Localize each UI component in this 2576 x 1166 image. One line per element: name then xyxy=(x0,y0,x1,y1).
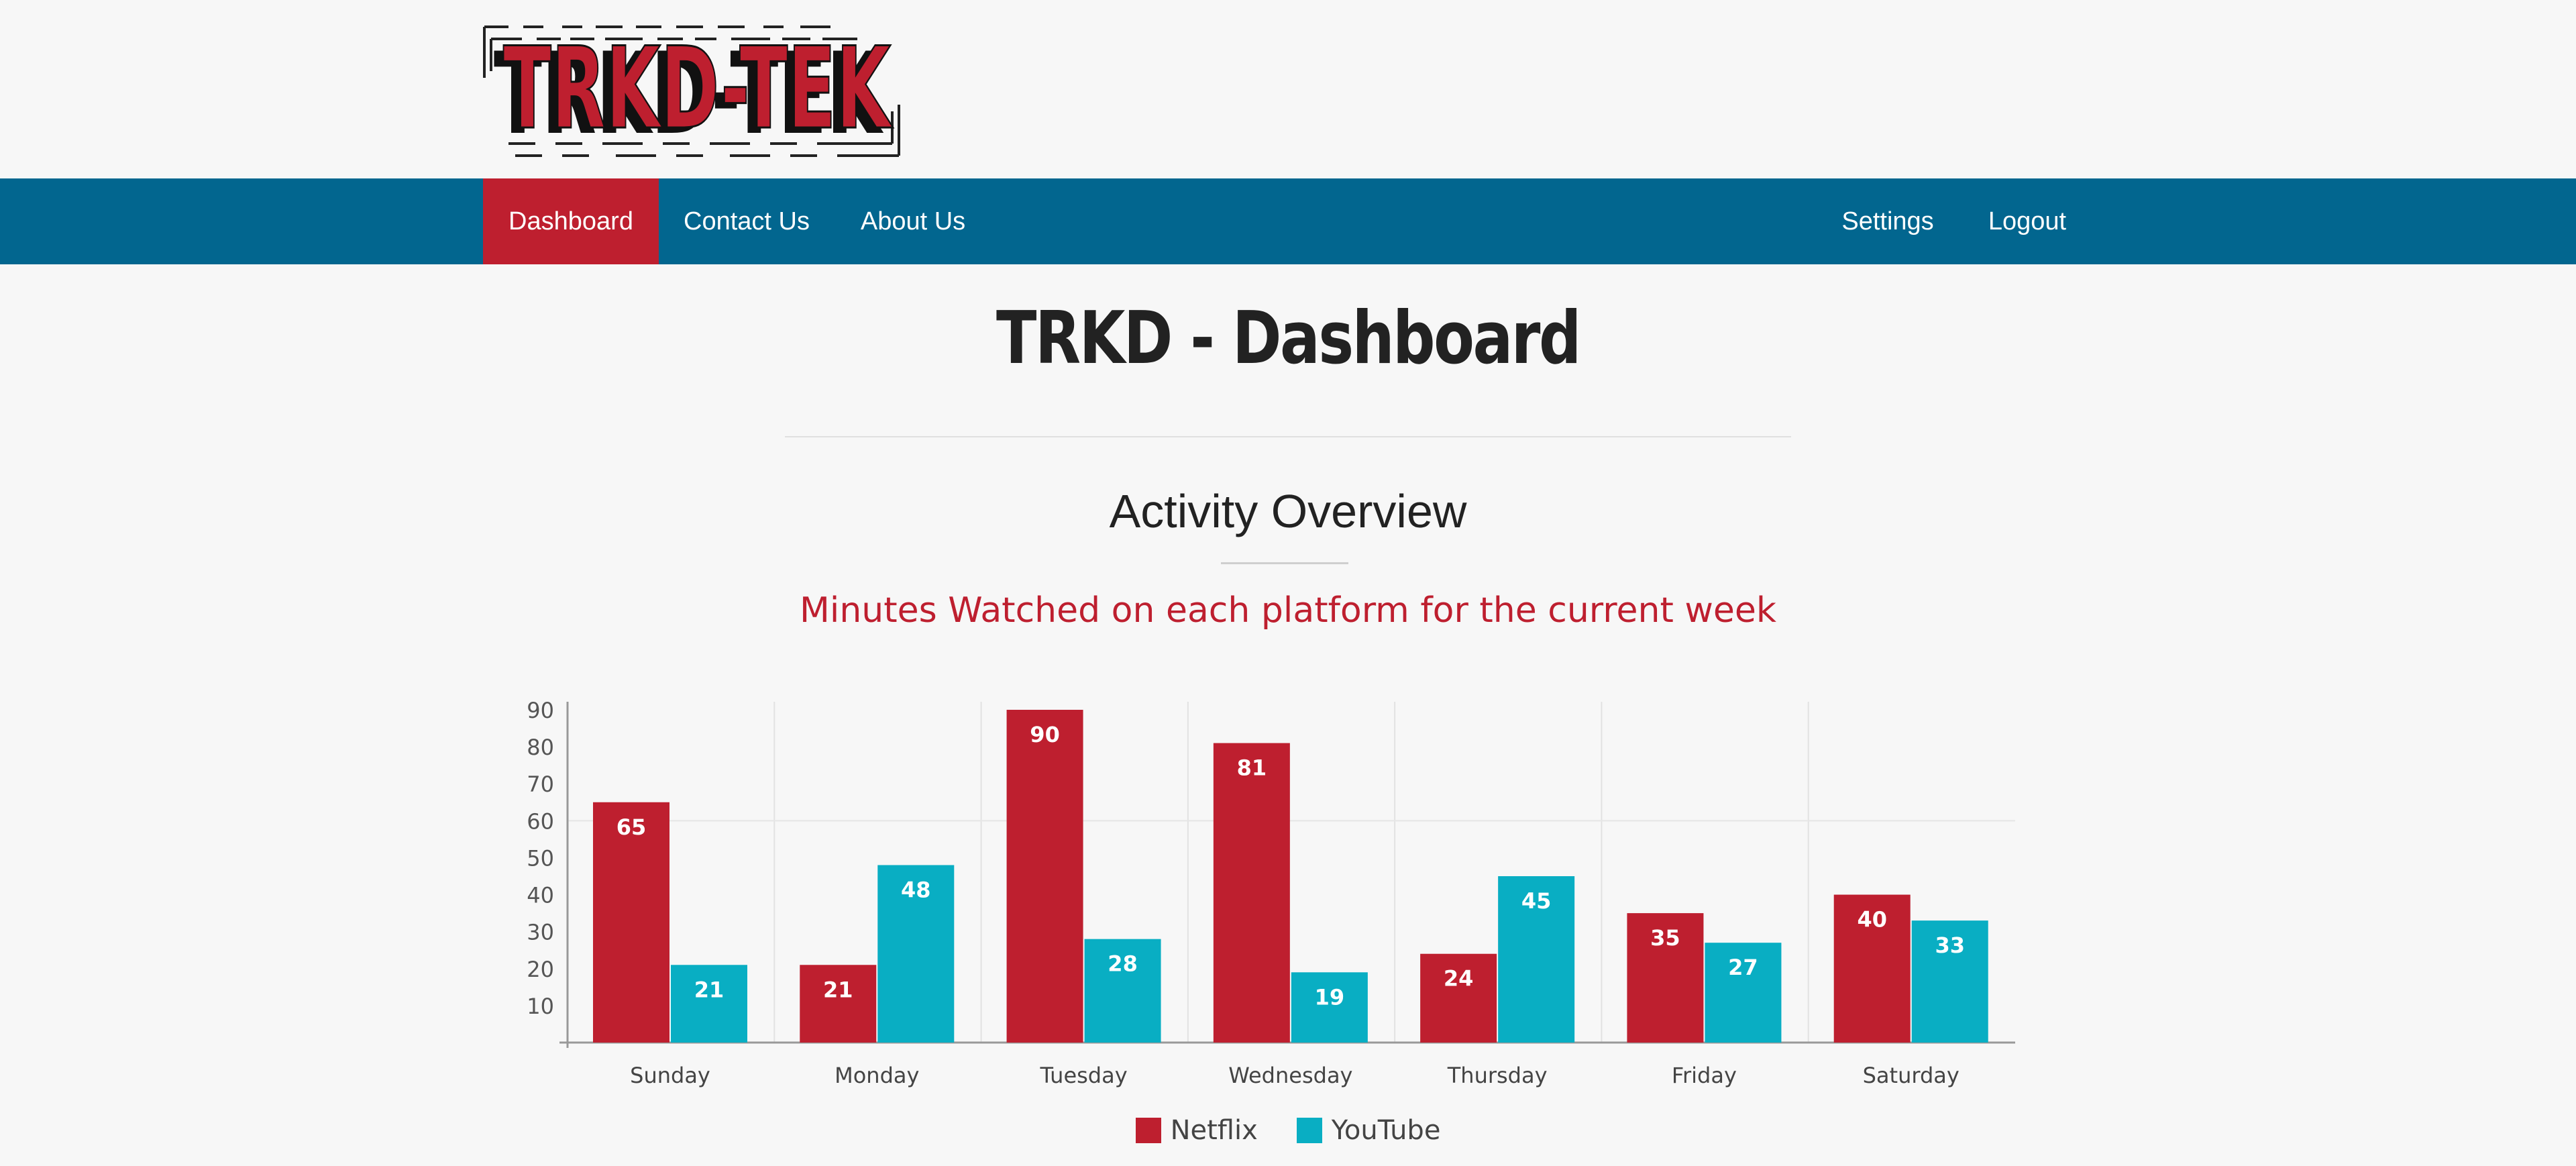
bar-value-label: 90 xyxy=(1030,722,1060,747)
y-tick-label: 90 xyxy=(527,698,554,723)
brand-logo-graphic: TRKD-TEK TRKD-TEK xyxy=(483,24,900,158)
bar-netflix-monday xyxy=(800,965,877,1043)
bar-value-label: 35 xyxy=(1650,925,1680,951)
nav-dashboard[interactable]: Dashboard xyxy=(483,178,659,264)
section-divider xyxy=(1221,562,1348,564)
bar-netflix-wednesday xyxy=(1213,743,1290,1043)
bar-value-label: 48 xyxy=(901,877,931,902)
nav-logout[interactable]: Logout xyxy=(1988,207,2067,235)
x-tick-label: Sunday xyxy=(630,1063,710,1088)
y-tick-label: 40 xyxy=(527,883,554,908)
bar-value-label: 19 xyxy=(1315,984,1345,1010)
minutes-watched-chart: 10 20 30 40 50 60 70 80 90 65 21 Sunday 21 48 Monday 90… xyxy=(496,684,2576,1166)
chart-subtitle: Minutes Watched on each platform for the… xyxy=(800,590,1776,631)
x-tick-label: Thursday xyxy=(1447,1063,1548,1088)
bar-value-label: 21 xyxy=(694,977,724,1002)
svg-text:TRKD-TEK: TRKD-TEK xyxy=(503,24,894,154)
legend-swatch-netflix xyxy=(1135,1118,1161,1143)
legend-swatch-youtube xyxy=(1296,1118,1322,1143)
x-tick-label: Saturday xyxy=(1863,1063,1960,1088)
bar-youtube-monday xyxy=(877,865,955,1043)
y-tick-label: 60 xyxy=(527,808,554,834)
legend-label-youtube: YouTube xyxy=(1331,1115,1441,1146)
bar-youtube-tuesday xyxy=(1084,939,1161,1043)
bar-youtube-saturday xyxy=(1911,920,1988,1043)
nav-about-us[interactable]: About Us xyxy=(860,207,966,235)
bar-youtube-friday xyxy=(1705,943,1782,1043)
title-divider xyxy=(785,436,1791,437)
bar-value-label: 28 xyxy=(1108,951,1138,977)
brand-logo[interactable]: TRKD-TEK TRKD-TEK xyxy=(482,24,904,158)
bar-value-label: 45 xyxy=(1521,888,1552,914)
chart-legend: Netflix YouTube xyxy=(0,1115,2576,1146)
bar-netflix-friday xyxy=(1627,913,1704,1043)
bar-chart-svg: 10 20 30 40 50 60 70 80 90 65 21 Sunday 21 48 Monday 90… xyxy=(527,698,2015,1088)
bar-value-label: 81 xyxy=(1237,755,1267,781)
bar-netflix-thursday xyxy=(1420,953,1497,1043)
legend-item-netflix[interactable]: Netflix xyxy=(1135,1115,1258,1146)
bar-netflix-sunday xyxy=(593,802,669,1043)
y-tick-label: 70 xyxy=(527,772,554,797)
x-tick-label: Monday xyxy=(835,1063,919,1088)
y-tick-label: 30 xyxy=(527,920,554,945)
bar-value-label: 24 xyxy=(1444,966,1474,992)
y-tick-label: 20 xyxy=(527,957,554,982)
nav-settings[interactable]: Settings xyxy=(1841,207,1934,235)
main-navbar: Dashboard Contact Us About Us Settings L… xyxy=(0,178,2576,264)
bar-netflix-saturday xyxy=(1833,894,1911,1043)
y-tick-label: 10 xyxy=(527,994,554,1019)
section-title: Activity Overview xyxy=(1109,485,1467,537)
bar-value-label: 21 xyxy=(823,977,853,1002)
bar-netflix-tuesday xyxy=(1006,710,1083,1043)
bar-youtube-thursday xyxy=(1498,876,1575,1043)
bar-value-label: 33 xyxy=(1935,933,1965,958)
bar-value-label: 27 xyxy=(1728,955,1758,980)
x-tick-label: Wednesday xyxy=(1228,1063,1352,1088)
legend-item-youtube[interactable]: YouTube xyxy=(1296,1115,1441,1146)
x-tick-label: Tuesday xyxy=(1039,1063,1127,1088)
bar-youtube-wednesday xyxy=(1291,972,1368,1043)
svg-text:TRKD-TEK: TRKD-TEK xyxy=(494,28,884,158)
page-title: TRKD - Dashboard xyxy=(996,297,1581,380)
bar-value-label: 40 xyxy=(1857,907,1887,933)
bar-youtube-sunday xyxy=(671,965,747,1043)
legend-label-netflix: Netflix xyxy=(1170,1115,1258,1146)
y-tick-label: 80 xyxy=(527,735,554,760)
bar-value-label: 65 xyxy=(616,814,647,840)
nav-contact-us[interactable]: Contact Us xyxy=(684,207,810,235)
x-tick-label: Friday xyxy=(1672,1063,1737,1088)
y-tick-label: 50 xyxy=(527,845,554,871)
